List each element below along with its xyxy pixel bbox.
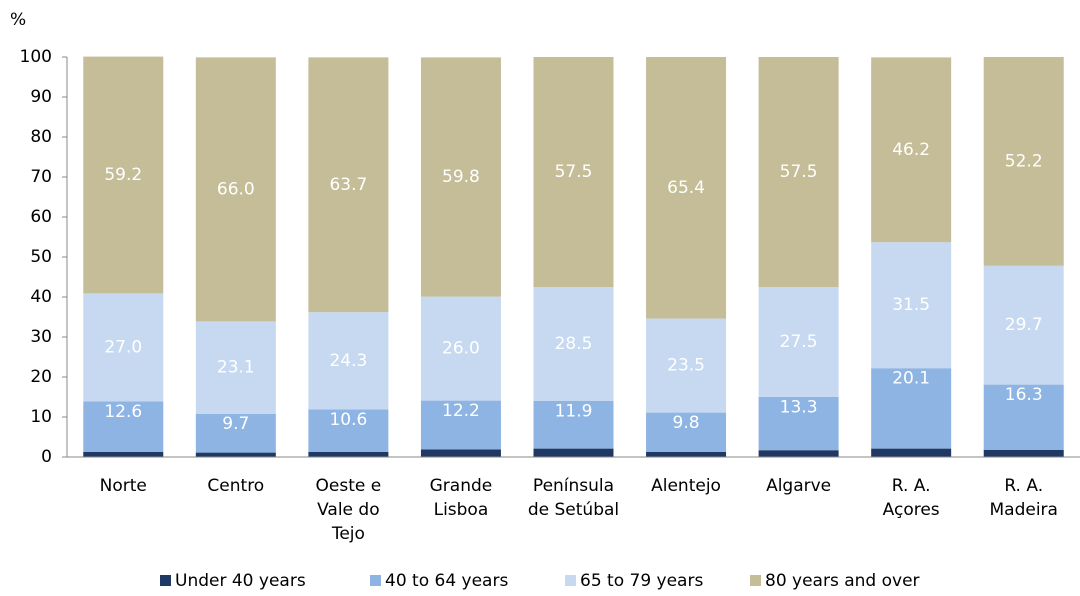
bar-segment xyxy=(533,448,614,457)
bar-segment xyxy=(983,265,1064,385)
x-tick-label: Algarve xyxy=(766,476,832,496)
data-label: 13.3 xyxy=(780,397,818,417)
y-tick-label: 40 xyxy=(30,287,52,307)
bar-segment xyxy=(308,451,389,457)
y-tick-label: 0 xyxy=(41,447,52,467)
data-label: 59.2 xyxy=(104,165,142,185)
bar-segment xyxy=(420,296,501,401)
bar-segment xyxy=(871,57,952,243)
bar-segment xyxy=(195,321,276,414)
data-label: 28.5 xyxy=(555,334,593,354)
bar-segment xyxy=(758,450,839,457)
bar-segment xyxy=(983,384,1064,450)
legend-swatch xyxy=(750,575,761,586)
y-axis-label: % xyxy=(10,10,26,30)
data-label: 9.7 xyxy=(222,414,249,434)
data-label: 52.2 xyxy=(1005,151,1043,171)
data-label: 46.2 xyxy=(892,140,930,160)
legend-label: 40 to 64 years xyxy=(385,571,508,591)
data-label: 63.7 xyxy=(329,175,367,195)
data-label: 66.0 xyxy=(217,179,255,199)
x-tick-label: Centro xyxy=(207,476,265,496)
bar-segment xyxy=(533,401,614,449)
data-label: 23.5 xyxy=(667,356,705,376)
y-tick-label: 100 xyxy=(20,47,52,67)
legend-swatch xyxy=(370,575,381,586)
bar-segment xyxy=(83,451,164,457)
x-tick-label: R. A. Madeira xyxy=(989,476,1058,520)
bar-segment xyxy=(758,287,839,397)
bar-segment xyxy=(308,57,389,313)
bar-segment xyxy=(758,397,839,451)
data-label: 57.5 xyxy=(555,162,593,182)
data-label: 26.0 xyxy=(442,339,480,359)
data-label: 31.5 xyxy=(892,295,930,315)
data-label: 23.1 xyxy=(217,358,255,378)
y-tick-label: 20 xyxy=(30,367,52,387)
y-tick-label: 60 xyxy=(30,207,52,227)
bar-segment xyxy=(533,57,614,287)
y-tick-label: 90 xyxy=(30,87,52,107)
bar-segment xyxy=(308,409,389,452)
y-tick-label: 10 xyxy=(30,407,52,427)
bar-segment xyxy=(420,57,501,297)
legend-label: 65 to 79 years xyxy=(580,571,703,591)
bar-segment xyxy=(983,449,1064,457)
x-tick-label: Norte xyxy=(99,476,147,496)
data-label: 27.0 xyxy=(104,337,142,357)
bar-segment xyxy=(195,452,276,457)
bar-segment xyxy=(646,451,727,457)
bar-segment xyxy=(420,400,501,450)
bar-segment xyxy=(83,293,164,402)
bar-segment xyxy=(533,287,614,401)
data-label: 24.3 xyxy=(329,351,367,371)
x-tick-label: Oeste e Vale do Tejo xyxy=(315,476,382,544)
y-tick-label: 70 xyxy=(30,167,52,187)
data-label: 9.8 xyxy=(673,413,700,433)
x-tick-label: R. A. Açores xyxy=(882,476,940,520)
bar-segment xyxy=(83,56,164,294)
data-label: 12.2 xyxy=(442,401,480,421)
bar-segment xyxy=(646,412,727,452)
bar-segment xyxy=(83,401,164,452)
data-label: 10.6 xyxy=(329,410,367,430)
data-label: 65.4 xyxy=(667,178,705,198)
x-tick-label: Península de Setúbal xyxy=(527,476,620,520)
bar-segment xyxy=(195,57,276,322)
data-label: 20.1 xyxy=(892,369,930,389)
bar-segment xyxy=(308,312,389,410)
bar-segment xyxy=(646,57,727,319)
bar-segment xyxy=(983,57,1064,266)
data-label: 59.8 xyxy=(442,167,480,187)
data-label: 11.9 xyxy=(555,401,593,421)
y-tick-label: 30 xyxy=(30,327,52,347)
legend-label: 80 years and over xyxy=(765,571,920,591)
data-label: 57.5 xyxy=(780,162,818,182)
bar-segment xyxy=(195,413,276,453)
y-tick-label: 50 xyxy=(30,247,52,267)
data-label: 16.3 xyxy=(1005,385,1043,405)
data-label: 27.5 xyxy=(780,332,818,352)
x-tick-label: Grande Lisboa xyxy=(429,476,493,520)
bar-segment xyxy=(758,57,839,287)
bar-segment xyxy=(646,318,727,413)
data-label: 12.6 xyxy=(104,402,142,422)
y-tick-label: 80 xyxy=(30,127,52,147)
data-label: 29.7 xyxy=(1005,315,1043,335)
bar-segment xyxy=(871,242,952,369)
bar-segment xyxy=(871,448,952,457)
legend-label: Under 40 years xyxy=(175,571,306,591)
legend-swatch xyxy=(160,575,171,586)
bar-segment xyxy=(420,449,501,457)
legend-swatch xyxy=(565,575,576,586)
x-tick-label: Alentejo xyxy=(651,476,721,496)
bar-segment xyxy=(871,368,952,449)
